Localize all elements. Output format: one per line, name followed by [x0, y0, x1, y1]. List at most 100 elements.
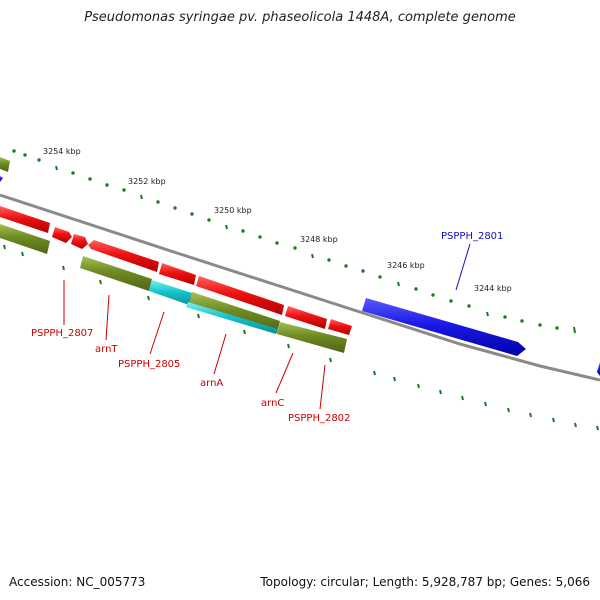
gene-blue[interactable] — [597, 362, 600, 376]
gene-red[interactable] — [0, 206, 50, 233]
red-genes — [0, 206, 352, 335]
minor-tick — [431, 293, 435, 297]
leader-line — [105, 294, 110, 341]
inner-tick — [373, 370, 376, 376]
gene-label: PSPPH_2802 — [288, 413, 350, 424]
scale-label: 3244 kbp — [474, 284, 512, 293]
minor-tick — [88, 177, 92, 181]
genome-title: Pseudomonas syringae pv. phaseolicola 14… — [84, 10, 516, 25]
leader-line — [149, 311, 165, 355]
inner-tick — [596, 425, 599, 431]
scale-label: 3248 kbp — [300, 235, 338, 244]
genome-backbone — [0, 193, 600, 382]
gene-cyan[interactable] — [149, 280, 195, 306]
minor-tick — [449, 299, 453, 303]
gene-cyan[interactable] — [186, 302, 278, 334]
gene-label: arnC — [261, 398, 284, 409]
minor-tick — [207, 218, 211, 222]
gene-label: PSPPH_2805 — [118, 359, 180, 370]
minor-tick — [241, 229, 245, 233]
scale-label: 3250 kbp — [214, 206, 252, 215]
major-tick — [397, 281, 400, 287]
inner-tick — [21, 251, 24, 257]
gene-label: arnT — [95, 344, 118, 355]
accession-label: Accession: NC_005773 — [9, 575, 146, 589]
major-tick — [55, 165, 58, 171]
minor-tick — [71, 171, 75, 175]
minor-tick — [37, 158, 41, 162]
inner-tick — [147, 295, 150, 301]
minor-tick — [122, 188, 126, 192]
minor-tick — [190, 212, 194, 216]
gene-label: PSPPH_2807 — [31, 328, 93, 339]
minor-tick — [327, 258, 331, 262]
scale-label: 3254 kbp — [43, 147, 81, 156]
major-tick — [311, 253, 314, 259]
gene-olive[interactable] — [80, 256, 152, 291]
minor-tick — [467, 304, 471, 308]
outer-tick-ring — [12, 149, 576, 334]
gene-red[interactable] — [196, 276, 284, 315]
gene-blue[interactable] — [362, 298, 526, 356]
inner-tick — [329, 357, 332, 363]
minor-tick — [12, 149, 16, 153]
leader-line — [455, 243, 471, 291]
inner-tick — [243, 329, 246, 335]
gene-olive[interactable] — [277, 322, 347, 353]
inner-tick — [439, 389, 442, 395]
inner-tick-ring — [3, 244, 599, 431]
major-tick — [140, 194, 143, 200]
minor-tick — [23, 153, 27, 157]
minor-tick — [538, 323, 542, 327]
inner-tick — [529, 412, 532, 418]
gene-olive[interactable] — [0, 224, 50, 254]
minor-tick — [275, 241, 279, 245]
inner-tick — [197, 313, 200, 319]
minor-tick — [293, 246, 297, 250]
inner-tick — [99, 279, 102, 285]
leader-line — [319, 364, 326, 410]
gene-red[interactable] — [71, 234, 88, 249]
gene-red[interactable] — [52, 227, 72, 243]
inner-tick — [484, 401, 487, 407]
scale-label: 3246 kbp — [387, 261, 425, 270]
label-leaders — [63, 243, 471, 410]
minor-tick — [378, 275, 382, 279]
inner-tick — [417, 383, 420, 389]
scale-label: 3252 kbp — [128, 177, 166, 186]
minor-tick — [361, 269, 365, 273]
minor-tick — [344, 264, 348, 268]
major-tick — [225, 224, 228, 230]
minor-tick — [414, 287, 418, 291]
inner-tick — [574, 422, 577, 428]
minor-tick — [258, 235, 262, 239]
minor-tick — [520, 319, 524, 323]
gene-blue[interactable] — [0, 176, 3, 182]
leader-line — [213, 333, 227, 375]
inner-tick — [552, 417, 555, 423]
inner-tick — [393, 376, 396, 382]
minor-tick — [503, 315, 507, 319]
leader-line — [275, 352, 294, 394]
olive-genes — [0, 224, 347, 353]
minor-tick — [156, 200, 160, 204]
gene-red[interactable] — [285, 306, 327, 329]
gene-label: arnA — [200, 378, 223, 389]
gene-red[interactable] — [88, 240, 159, 272]
gene-red[interactable] — [159, 263, 196, 285]
minor-tick — [105, 183, 109, 187]
genome-summary: Topology: circular; Length: 5,928,787 bp… — [260, 575, 590, 589]
inner-tick — [287, 343, 290, 349]
inner-tick — [461, 395, 464, 401]
minor-tick — [555, 326, 559, 330]
minor-tick — [173, 206, 177, 210]
gene-red[interactable] — [328, 319, 352, 335]
inner-tick — [507, 407, 510, 413]
major-tick — [573, 326, 576, 334]
gene-olive[interactable] — [0, 157, 10, 172]
major-tick — [486, 311, 489, 317]
gene-label: PSPPH_2801 — [441, 231, 503, 242]
gene-olive[interactable] — [189, 292, 280, 333]
inner-tick — [62, 265, 65, 271]
